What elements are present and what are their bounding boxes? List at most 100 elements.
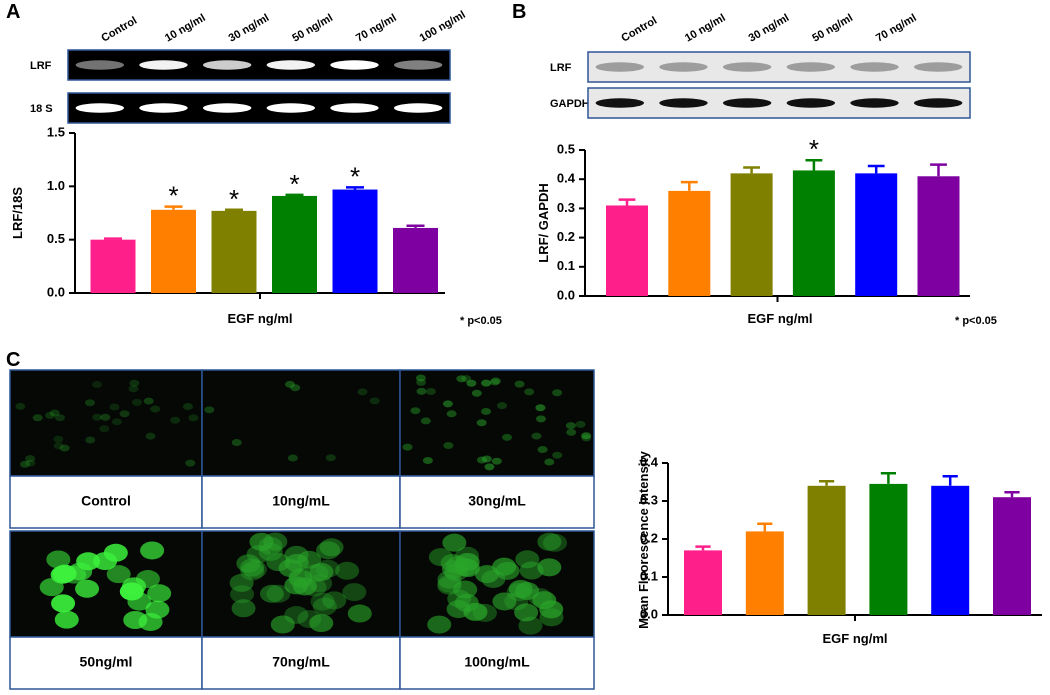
cell — [53, 435, 64, 443]
band — [266, 103, 316, 113]
cell — [284, 553, 309, 572]
bar — [792, 170, 835, 296]
y-tick-label: 0.2 — [557, 229, 575, 244]
cell — [45, 411, 56, 419]
row-label: 18 S — [30, 103, 53, 115]
cell — [182, 403, 193, 411]
bar — [993, 497, 1031, 615]
label-box — [201, 475, 401, 529]
cell — [489, 378, 500, 386]
bar — [855, 173, 898, 296]
error-bar — [406, 224, 425, 228]
band — [75, 60, 125, 70]
micrograph — [9, 369, 203, 477]
y-tick-label: 0.0 — [640, 606, 658, 621]
cells — [39, 541, 172, 631]
cell — [543, 533, 568, 552]
cell — [481, 379, 492, 387]
micrograph-label: 50ng/ml — [80, 654, 133, 670]
micrograph — [9, 530, 203, 638]
band — [202, 60, 252, 70]
cells — [15, 379, 199, 468]
panel-label: C — [6, 349, 20, 371]
significance: * — [350, 161, 360, 191]
blot-frame — [587, 51, 971, 83]
band — [595, 98, 645, 108]
cell — [481, 569, 506, 588]
lane-label: 70 ng/ml — [354, 12, 399, 45]
cell — [497, 402, 508, 410]
label-box — [9, 475, 203, 529]
error-bar — [880, 472, 896, 484]
cell — [471, 389, 482, 397]
bar — [272, 195, 317, 293]
cell — [92, 380, 103, 388]
cell — [204, 406, 215, 414]
band — [266, 60, 316, 70]
error-bar — [757, 522, 773, 532]
cell — [410, 407, 421, 415]
error-bar — [104, 237, 122, 240]
cell — [59, 444, 70, 452]
y-tick-label: 0.0 — [557, 287, 575, 302]
cell — [442, 400, 453, 408]
bar — [668, 190, 711, 296]
bar — [90, 239, 136, 293]
cell — [447, 589, 472, 608]
cell — [416, 378, 427, 386]
bar — [745, 531, 784, 615]
bar — [807, 485, 846, 615]
cell — [284, 606, 309, 625]
error-bar — [695, 545, 711, 551]
cell — [188, 414, 199, 422]
cell — [442, 533, 467, 552]
band — [393, 103, 443, 113]
cell — [310, 592, 335, 611]
cell — [552, 389, 563, 397]
cell — [518, 616, 543, 635]
lane-label: Control — [99, 15, 139, 45]
cell — [422, 457, 433, 465]
error-bar — [680, 180, 698, 191]
band — [139, 60, 188, 70]
band — [393, 60, 443, 70]
cell — [466, 379, 477, 387]
cells — [229, 532, 372, 634]
cell — [290, 384, 301, 392]
y-tick-label: 0.3 — [640, 492, 658, 507]
cell — [342, 583, 367, 602]
cell — [309, 614, 334, 633]
cell — [15, 402, 26, 410]
cell — [135, 570, 160, 589]
label-box — [399, 475, 595, 529]
cell — [51, 594, 76, 613]
error-bar — [225, 208, 243, 212]
cell — [288, 570, 313, 589]
error-bar — [285, 193, 304, 197]
cell — [566, 428, 577, 436]
cell — [85, 436, 96, 444]
bar — [332, 189, 378, 293]
cell — [514, 380, 525, 388]
y-axis-label: LRF/ GAPDH — [536, 183, 551, 262]
band — [913, 62, 963, 72]
band — [202, 103, 252, 113]
cell — [514, 603, 539, 622]
cell — [20, 460, 31, 468]
cells — [204, 380, 380, 462]
error-bar — [1004, 491, 1020, 498]
panel-label: B — [512, 1, 526, 23]
cell — [128, 385, 139, 393]
cell — [185, 459, 196, 467]
cell — [539, 608, 564, 627]
cell — [297, 610, 322, 629]
y-tick-label: 0.5 — [47, 231, 65, 246]
cell — [325, 454, 336, 462]
cell — [544, 458, 555, 466]
band — [913, 98, 963, 108]
error-bar — [743, 166, 760, 174]
error-bar — [346, 186, 364, 190]
band — [850, 62, 899, 72]
cell — [32, 414, 43, 422]
lane-label: 30 ng/ml — [747, 12, 792, 45]
